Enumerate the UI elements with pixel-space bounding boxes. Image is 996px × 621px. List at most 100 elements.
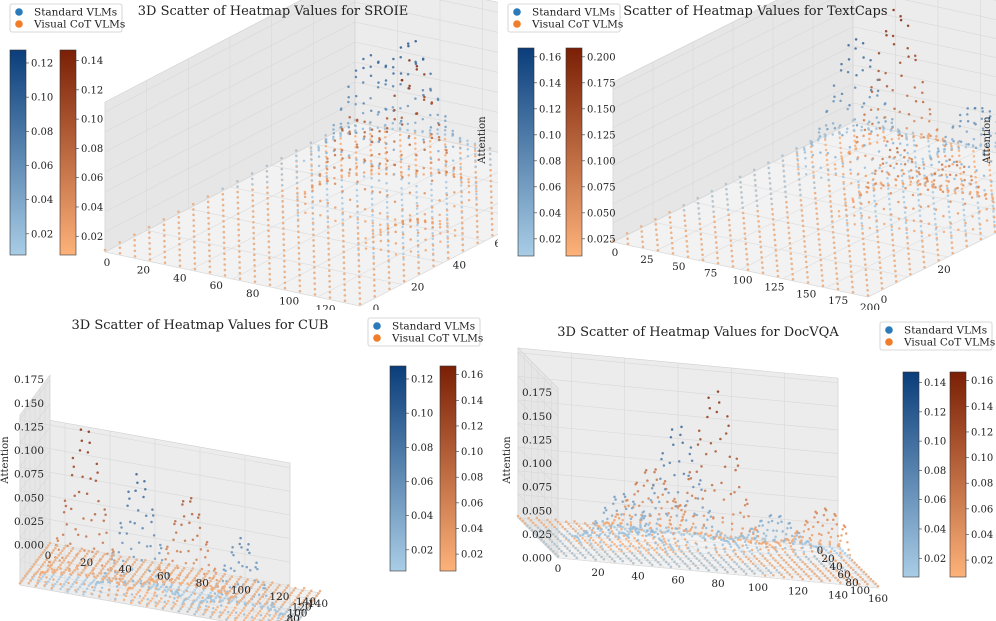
point-cot [801, 219, 804, 223]
point-cot [341, 228, 345, 232]
point-cot [445, 149, 448, 152]
point-cot [92, 547, 96, 550]
point-cot [575, 522, 579, 525]
point-standard [965, 143, 968, 146]
point-standard [755, 199, 759, 203]
point-standard [223, 596, 226, 600]
point-cot [927, 132, 931, 136]
point-standard [295, 159, 298, 162]
point-cot [430, 136, 434, 140]
point-cot [928, 234, 931, 237]
point-cot [178, 259, 182, 262]
point-cot [891, 244, 895, 247]
point-cot [527, 516, 530, 520]
point-cot [443, 137, 447, 141]
point-cot [992, 216, 996, 219]
point-cot [364, 241, 368, 245]
point-cot [849, 160, 852, 164]
point-cot [879, 164, 882, 167]
point-cot [893, 156, 897, 159]
point-cot [959, 177, 963, 181]
point-cot [452, 172, 455, 176]
point-cot [348, 130, 351, 133]
point-cot [371, 235, 375, 239]
point-cot [52, 561, 55, 564]
point-cot [869, 132, 872, 135]
point-cot [179, 571, 182, 575]
point-cot [246, 614, 249, 617]
point-cot [904, 206, 908, 209]
point-standard [377, 110, 380, 114]
point-standard [204, 608, 207, 611]
point-standard [325, 188, 329, 191]
point-cot [281, 221, 285, 225]
point-cot [650, 501, 654, 504]
point-standard [906, 143, 909, 147]
point-standard [361, 111, 365, 115]
gridline [104, 101, 356, 233]
point-cot [80, 559, 84, 563]
point-standard [876, 89, 880, 93]
point-standard [128, 497, 131, 500]
point-standard [384, 83, 387, 86]
point-cot [853, 223, 857, 226]
point-cot [125, 591, 129, 595]
point-cot [357, 270, 361, 273]
point-cot [253, 580, 256, 584]
point-standard [295, 154, 298, 157]
point-cot [148, 252, 152, 256]
point-cot [642, 484, 646, 487]
point-cot [207, 605, 211, 609]
point-cot [304, 596, 308, 600]
point-cot [144, 558, 147, 562]
data-marks [516, 390, 880, 588]
point-standard [355, 158, 358, 162]
point-standard [882, 126, 886, 130]
point-standard [436, 98, 440, 102]
point-cot [474, 184, 478, 188]
point-standard [869, 59, 872, 62]
point-cot [877, 251, 881, 254]
point-cot [198, 605, 202, 609]
point-standard [386, 233, 390, 236]
point-cot [177, 232, 181, 235]
point-cot [78, 449, 82, 452]
point-cot [490, 228, 494, 231]
point-standard [149, 587, 152, 590]
point-standard [811, 144, 814, 147]
point-standard [920, 235, 924, 238]
point-cot [145, 591, 149, 594]
point-cot [876, 134, 879, 137]
point-cot [158, 575, 161, 579]
point-cot [742, 222, 746, 225]
point-cot [145, 568, 149, 571]
point-cot [177, 215, 180, 219]
point-standard [935, 233, 938, 236]
point-cot [81, 475, 84, 478]
point-standard [92, 588, 96, 592]
gridline [852, 121, 996, 154]
point-standard [460, 205, 464, 209]
point-cot [947, 164, 951, 168]
point-standard [212, 598, 216, 602]
point-cot [899, 14, 902, 18]
point-cot [950, 234, 953, 237]
point-standard [165, 590, 168, 593]
point-cot [195, 558, 198, 562]
point-cot [221, 575, 225, 578]
point-cot [430, 133, 433, 136]
point-cot [223, 572, 226, 576]
point-standard [978, 227, 982, 230]
point-cot [401, 233, 405, 236]
point-cot [668, 216, 672, 219]
point-standard [818, 127, 821, 130]
point-cot [119, 579, 122, 583]
point-cot [820, 269, 823, 272]
gridline [19, 490, 291, 539]
point-standard [160, 558, 164, 562]
point-standard [134, 489, 137, 492]
point-cot [71, 456, 75, 460]
point-cot [135, 592, 138, 596]
point-cot [379, 248, 383, 251]
point-standard [430, 210, 434, 213]
